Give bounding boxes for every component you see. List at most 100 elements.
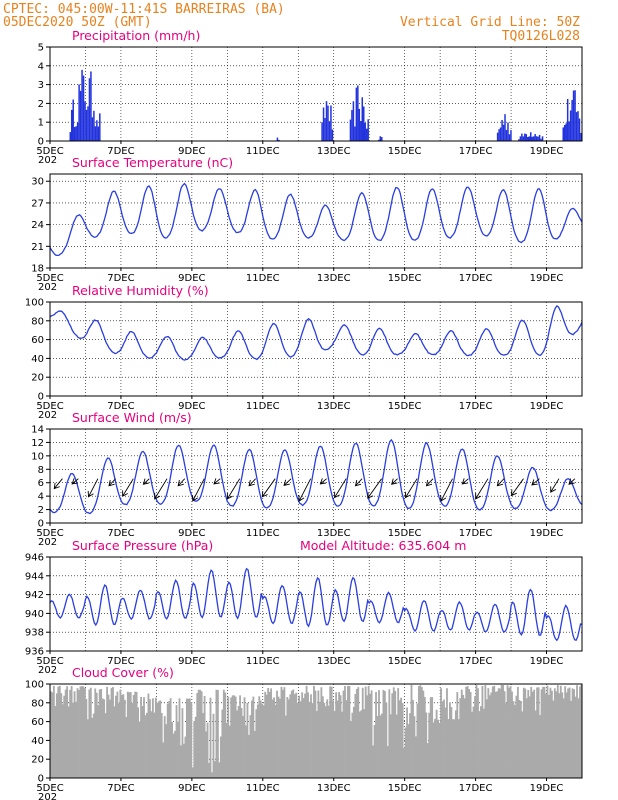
cloud-bar [205,731,207,778]
wind-ytick-label: 6 [38,478,44,489]
cloud-bar [539,715,541,778]
cloud-bar [392,687,395,778]
humidity-xtick-label: 11DEC [246,401,280,412]
wind-vector-arrow [213,478,221,485]
cloud-bar [341,711,343,778]
precip-bar [568,121,570,141]
humidity-ytick-label: 40 [31,354,44,365]
cloud-bar [296,703,299,778]
wind-xtick-label: 9DEC [178,528,205,539]
cloud-bar [70,686,73,778]
precip-bar [508,134,511,141]
cloud-bar [471,711,473,778]
precip-bar [76,122,79,141]
cloud-bar [339,695,342,778]
wind-vector-arrow [261,478,276,498]
header-grid-note: Vertical Grid Line: 50Z [400,15,580,30]
cloud-bar [344,685,346,778]
precip-ytick-label: 2 [38,99,44,110]
cloud-bar [212,713,215,778]
humidity-ytick-label: 80 [31,316,44,327]
cloud-bar [352,706,355,778]
precip-bar [534,134,536,141]
wind-vector-arrow [425,478,434,487]
precip-bar [535,136,538,141]
cloud-bar [323,702,326,778]
precip-bar [496,132,499,141]
humidity-ytick-label: 100 [25,298,44,309]
cloud-bar [519,700,522,778]
cloud-bar [215,689,218,778]
cloud-bar [515,695,518,778]
cloud-bar [555,691,558,778]
cloud-bar [270,688,273,778]
wind-vector-arrow [108,478,116,487]
cloud-bar [256,704,259,778]
cloud-bar [534,710,537,778]
cloud-bar [570,700,573,778]
precip-bar [94,126,97,141]
cloud-bar [311,703,314,778]
cloud-ytick-label: 40 [31,736,44,747]
cloud-bar [568,687,571,778]
cloud-bar [156,702,159,778]
cloud-bar [225,723,228,778]
precip-bar [84,101,86,141]
cloud-bar [497,688,500,778]
cloud-bar [206,722,209,778]
cloud-bar [357,687,360,778]
cloud-bar [406,707,408,778]
precip-bar [357,85,359,141]
cloud-bar [171,722,174,778]
cloud-bar [287,699,290,778]
cloud-bar [363,709,366,778]
cloud-bar [465,686,468,778]
cloud-bar [478,711,481,778]
precip-bar [540,138,542,141]
cloud-bar [76,688,79,778]
wind-vector-arrow [283,478,292,486]
cloud-bar [434,718,437,778]
cloud-bar [295,692,298,778]
wind-vector-arrow [87,478,99,498]
cloud-bar [484,685,487,778]
precip-xtick-label: 19DEC [530,146,564,157]
temp-ytick-label: 18 [31,264,44,275]
precip-bar [571,100,573,141]
pressure-xtick-label: 19DEC [530,656,564,667]
cloud-bar [268,691,271,778]
cloud-bar [348,686,351,778]
cloud-bar [307,692,309,778]
humidity-xtick-label: 17DEC [459,401,493,412]
cloud-bar [512,701,515,778]
cloud-bar [98,689,101,778]
cloud-bar [446,688,448,778]
cloud-bar [410,684,413,778]
cloud-bar [60,693,63,778]
precip-bar [367,119,369,141]
precip-bar [521,133,523,141]
cloud-bar [545,693,547,778]
precip-bar [278,139,280,141]
cloud-bar [95,692,98,778]
cloud-bar [426,743,429,778]
wind-title: Surface Wind (m/s) [72,410,192,425]
pressure-xtick-label: 17DEC [459,656,493,667]
temp-year-stub: 202 [38,282,57,293]
precip-bar [276,137,279,141]
precip-bar [562,127,564,141]
cloud-bar [67,706,70,778]
cloud-bar [250,700,253,778]
wind-xtick-label: 15DEC [388,528,422,539]
precip-xtick-label: 7DEC [107,146,134,157]
precip-bar [525,134,528,141]
cloud-bar [509,686,512,778]
cloud-bar [126,691,129,778]
cloud-bar [252,696,255,778]
cloud-bar [73,691,76,778]
precip-bar [524,133,526,141]
cloud-bar [579,686,581,778]
cloud-bar [119,689,122,778]
cloud-bar [137,707,140,778]
precip-bar [362,106,365,141]
